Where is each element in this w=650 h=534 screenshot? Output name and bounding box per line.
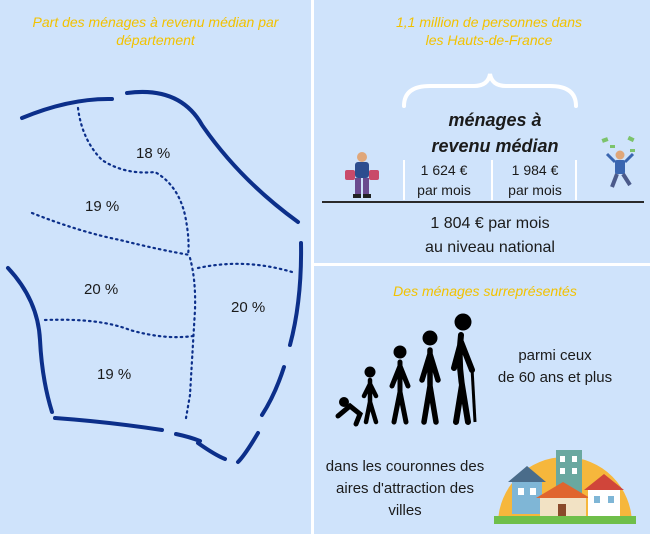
border-segment	[6, 266, 54, 414]
department-map	[6, 90, 304, 464]
border-segment	[174, 432, 202, 443]
low-income-unit: par mois	[417, 182, 471, 198]
urban-text-line-1: dans les couronnes des	[325, 458, 485, 475]
border-segment	[20, 96, 114, 120]
headline-line-2: revenu médian	[431, 136, 559, 156]
income-separator	[403, 160, 405, 200]
national-income-line-2: au niveau national	[425, 239, 555, 256]
border-segment	[125, 90, 300, 224]
age-text-line-1: parmi ceux	[518, 347, 592, 364]
horizontal-divider	[314, 263, 650, 266]
border-segment	[196, 441, 227, 461]
map-title: Part des ménages à revenu médian par dép…	[32, 14, 279, 48]
population-title: 1,1 million de personnes dans les Hauts-…	[395, 14, 582, 48]
low-income-value: 1 624 €	[420, 162, 468, 178]
border-segment	[260, 365, 286, 417]
region-label-north: 18 %	[136, 145, 171, 162]
money-rain-person-icon	[601, 135, 635, 188]
aging-stages-icon	[335, 313, 477, 427]
border-segment	[236, 431, 260, 464]
region-label-south-west: 19 %	[97, 366, 132, 383]
curly-brace-icon	[402, 73, 578, 108]
income-separator	[491, 160, 493, 200]
border-segment	[53, 416, 164, 432]
overrepresented-title: Des ménages surreprésentés	[393, 283, 577, 299]
region-label-west-middle: 20 %	[84, 281, 119, 298]
high-income-value: 1 984 €	[511, 162, 559, 178]
age-text-line-2: de 60 ans et plus	[497, 369, 613, 386]
headline-line-1: ménages à	[448, 110, 542, 130]
high-income-unit: par mois	[508, 182, 562, 198]
region-label-east: 20 %	[231, 299, 266, 316]
inner-boundary	[76, 106, 190, 257]
income-separator	[575, 160, 577, 200]
inner-boundary	[196, 262, 294, 274]
region-label-west-upper: 19 %	[85, 198, 120, 215]
national-income-line-1: 1 804 € par mois	[430, 215, 550, 232]
baseline	[322, 201, 644, 203]
empty-pockets-person-icon	[345, 152, 379, 198]
urban-text-line-3: villes	[388, 502, 422, 519]
suburban-houses-icon	[494, 450, 636, 524]
inner-boundary	[43, 318, 195, 339]
vertical-divider	[311, 0, 314, 534]
border-segment	[288, 241, 304, 347]
inner-boundary	[30, 211, 192, 257]
inner-boundary	[184, 256, 197, 420]
urban-text-line-2: aires d'attraction des	[336, 480, 474, 497]
